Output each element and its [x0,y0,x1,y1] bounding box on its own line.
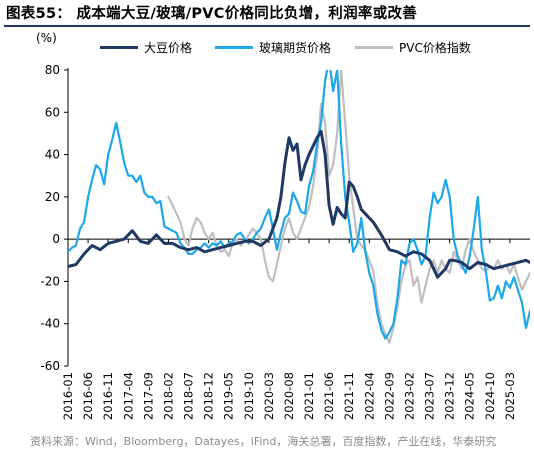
y-tick-label: -40 [40,317,60,331]
x-tick-label: 2022-04 [362,372,376,420]
legend-swatch-pvc [355,46,393,49]
x-tick-label: 2020-08 [282,372,296,420]
x-tick-label: 2025-03 [503,372,517,420]
x-tick-label: 2023-02 [402,372,416,420]
y-tick-label: 40 [45,148,60,162]
x-tick-label: 2018-12 [202,372,216,420]
x-tick-label: 2017-04 [121,372,135,420]
legend-item-glass: 玻璃期货价格 [215,39,331,56]
y-tick-label: 0 [52,232,60,246]
x-tick-label: 2018-02 [161,372,175,420]
source-note: 资料来源：Wind，Bloomberg，Datayes，iFind，海关总署，百… [30,435,497,448]
legend-swatch-soybean [100,46,138,49]
legend-item-soybean: 大豆价格 [100,39,192,56]
x-tick-label: 2021-11 [342,372,356,420]
x-tick-label: 2021-01 [302,372,316,420]
x-tick-label: 2024-05 [463,372,477,420]
y-tick-label: 20 [45,190,60,204]
legend-label-glass: 玻璃期货价格 [259,41,332,55]
legend-label-soybean: 大豆价格 [144,41,193,55]
x-tick-label: 2023-12 [443,372,457,420]
legend-swatch-glass [215,46,253,49]
legend-item-pvc: PVC价格指数 [355,39,471,56]
x-tick-label: 2017-09 [141,372,155,420]
x-tick-label: 2018-07 [182,372,196,420]
title-divider [4,25,530,27]
x-tick-label: 2020-03 [262,372,276,420]
figure-title: 图表55： 成本端大豆/玻璃/PVC价格同比负增，利润率或改善 [6,6,418,22]
x-tick-label: 2016-11 [101,372,115,420]
x-tick-label: 2024-10 [483,372,497,420]
x-tick-label: 2019-10 [242,372,256,420]
y-axis-unit: (%) [36,31,57,45]
x-tick-label: 2021-06 [322,372,336,420]
series-line-glass [68,70,530,340]
x-tick-label: 2019-05 [222,372,236,420]
series-line-soybean [68,129,530,279]
x-tick-label: 2023-07 [423,372,437,420]
legend-label-pvc: PVC价格指数 [399,41,471,55]
y-tick-label: -20 [40,274,60,288]
x-tick-label: 2016-01 [61,372,75,420]
series-line-pvc [167,70,530,344]
x-tick-label: 2016-06 [81,372,95,420]
y-tick-label: 60 [45,105,60,119]
y-tick-label: 80 [45,63,60,77]
y-tick-label: -60 [40,359,60,373]
x-tick-label: 2022-09 [382,372,396,420]
